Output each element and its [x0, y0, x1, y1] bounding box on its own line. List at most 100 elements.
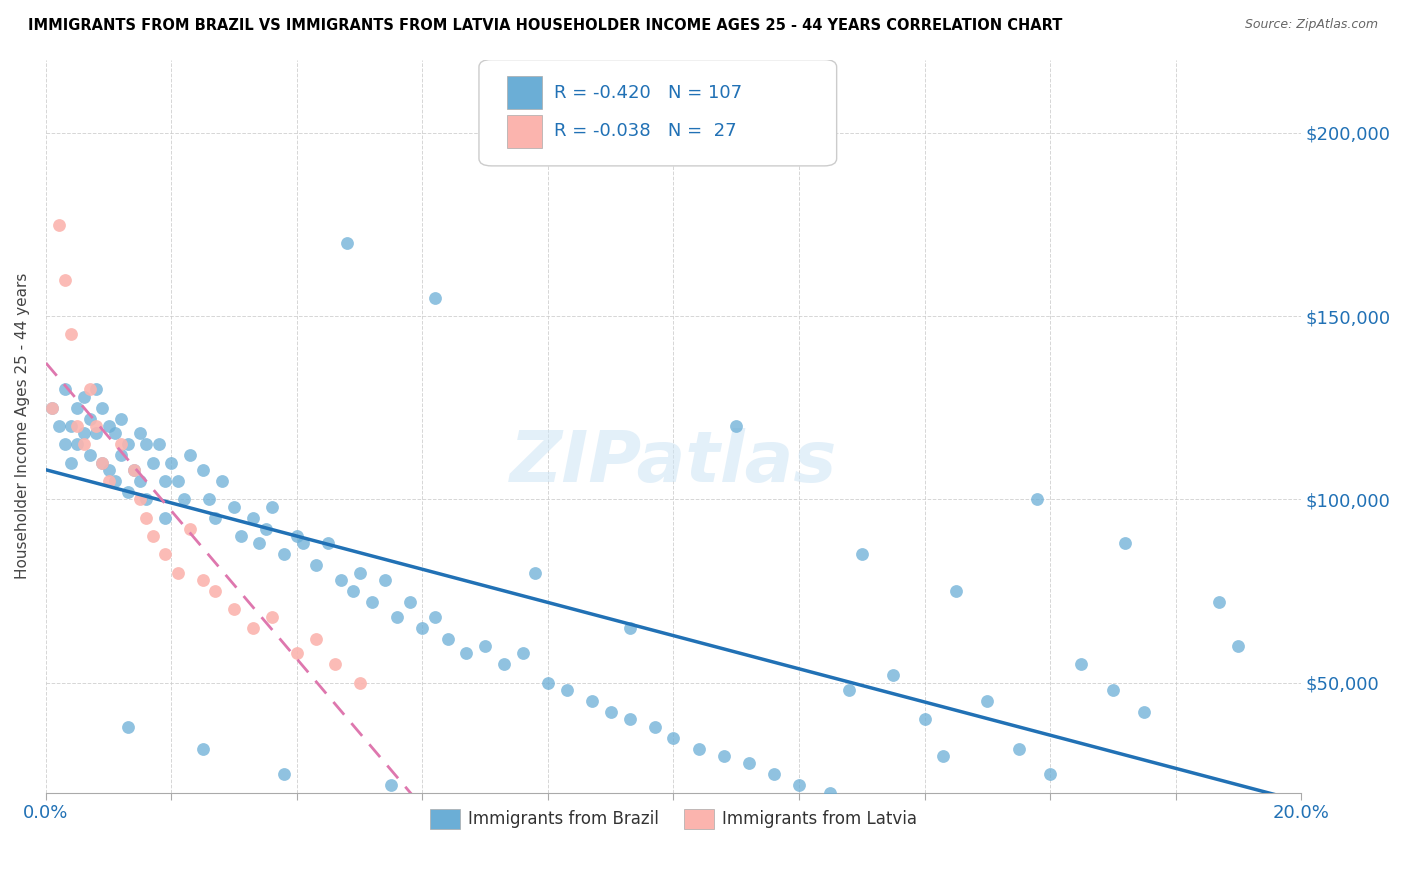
Y-axis label: Householder Income Ages 25 - 44 years: Householder Income Ages 25 - 44 years — [15, 273, 30, 579]
Point — [110, 437, 132, 451]
Point — [53, 383, 76, 397]
Point — [173, 492, 195, 507]
Point — [72, 437, 94, 451]
Point — [599, 705, 621, 719]
Point — [122, 463, 145, 477]
Point — [129, 426, 152, 441]
Point — [66, 437, 89, 451]
Point — [474, 639, 496, 653]
FancyBboxPatch shape — [506, 77, 541, 109]
Point — [762, 767, 785, 781]
Point — [122, 463, 145, 477]
Point — [48, 419, 70, 434]
Point — [285, 529, 308, 543]
Point — [1070, 657, 1092, 672]
Point — [387, 609, 409, 624]
Point — [242, 510, 264, 524]
Point — [117, 485, 139, 500]
Point — [1026, 492, 1049, 507]
Point — [537, 675, 560, 690]
Point — [41, 401, 63, 415]
Point — [53, 272, 76, 286]
Point — [494, 657, 516, 672]
Point — [1227, 639, 1250, 653]
Point — [60, 456, 83, 470]
Point — [204, 584, 226, 599]
Point — [224, 500, 246, 514]
Point — [79, 412, 101, 426]
Legend: Immigrants from Brazil, Immigrants from Latvia: Immigrants from Brazil, Immigrants from … — [423, 802, 924, 836]
Point — [423, 291, 446, 305]
Point — [66, 419, 89, 434]
Point — [851, 548, 873, 562]
Point — [1208, 595, 1230, 609]
Point — [117, 720, 139, 734]
Point — [945, 584, 967, 599]
Point — [179, 449, 201, 463]
Point — [619, 712, 641, 726]
Point — [436, 632, 458, 646]
Point — [456, 646, 478, 660]
Point — [976, 694, 998, 708]
Point — [411, 621, 433, 635]
Point — [148, 437, 170, 451]
Point — [273, 548, 295, 562]
Point — [60, 327, 83, 342]
Point — [524, 566, 547, 580]
Point — [110, 412, 132, 426]
Point — [254, 522, 277, 536]
Point — [644, 720, 666, 734]
Point — [110, 449, 132, 463]
Point — [820, 786, 842, 800]
Point — [153, 510, 176, 524]
Point — [1133, 705, 1156, 719]
Point — [838, 683, 860, 698]
Point — [117, 437, 139, 451]
Point — [191, 741, 214, 756]
Point — [135, 510, 157, 524]
Point — [72, 390, 94, 404]
Point — [160, 456, 183, 470]
Point — [60, 419, 83, 434]
Point — [135, 437, 157, 451]
Point — [247, 536, 270, 550]
Point — [91, 401, 114, 415]
Point — [914, 712, 936, 726]
Point — [329, 573, 352, 587]
FancyBboxPatch shape — [506, 115, 541, 147]
Point — [166, 474, 188, 488]
Point — [486, 793, 509, 807]
Point — [84, 426, 107, 441]
Text: Source: ZipAtlas.com: Source: ZipAtlas.com — [1244, 18, 1378, 31]
Point — [191, 573, 214, 587]
Text: ZIPatlas: ZIPatlas — [510, 428, 837, 497]
Point — [336, 235, 359, 250]
Point — [1114, 536, 1136, 550]
Point — [204, 510, 226, 524]
Point — [599, 804, 621, 818]
Point — [66, 401, 89, 415]
Point — [285, 646, 308, 660]
Point — [323, 657, 346, 672]
Point — [512, 646, 534, 660]
Text: IMMIGRANTS FROM BRAZIL VS IMMIGRANTS FROM LATVIA HOUSEHOLDER INCOME AGES 25 - 44: IMMIGRANTS FROM BRAZIL VS IMMIGRANTS FRO… — [28, 18, 1063, 33]
FancyBboxPatch shape — [479, 60, 837, 166]
Point — [48, 218, 70, 232]
Point — [91, 456, 114, 470]
Point — [1007, 741, 1029, 756]
Point — [79, 383, 101, 397]
Point — [104, 474, 127, 488]
Point — [97, 474, 120, 488]
Point — [349, 566, 371, 580]
Point — [318, 536, 340, 550]
Point — [305, 632, 328, 646]
Point — [129, 492, 152, 507]
Point — [166, 566, 188, 580]
Point — [738, 756, 761, 771]
Point — [380, 778, 402, 792]
Point — [260, 609, 283, 624]
Point — [198, 492, 221, 507]
Point — [662, 731, 685, 745]
Point — [224, 602, 246, 616]
Point — [129, 474, 152, 488]
